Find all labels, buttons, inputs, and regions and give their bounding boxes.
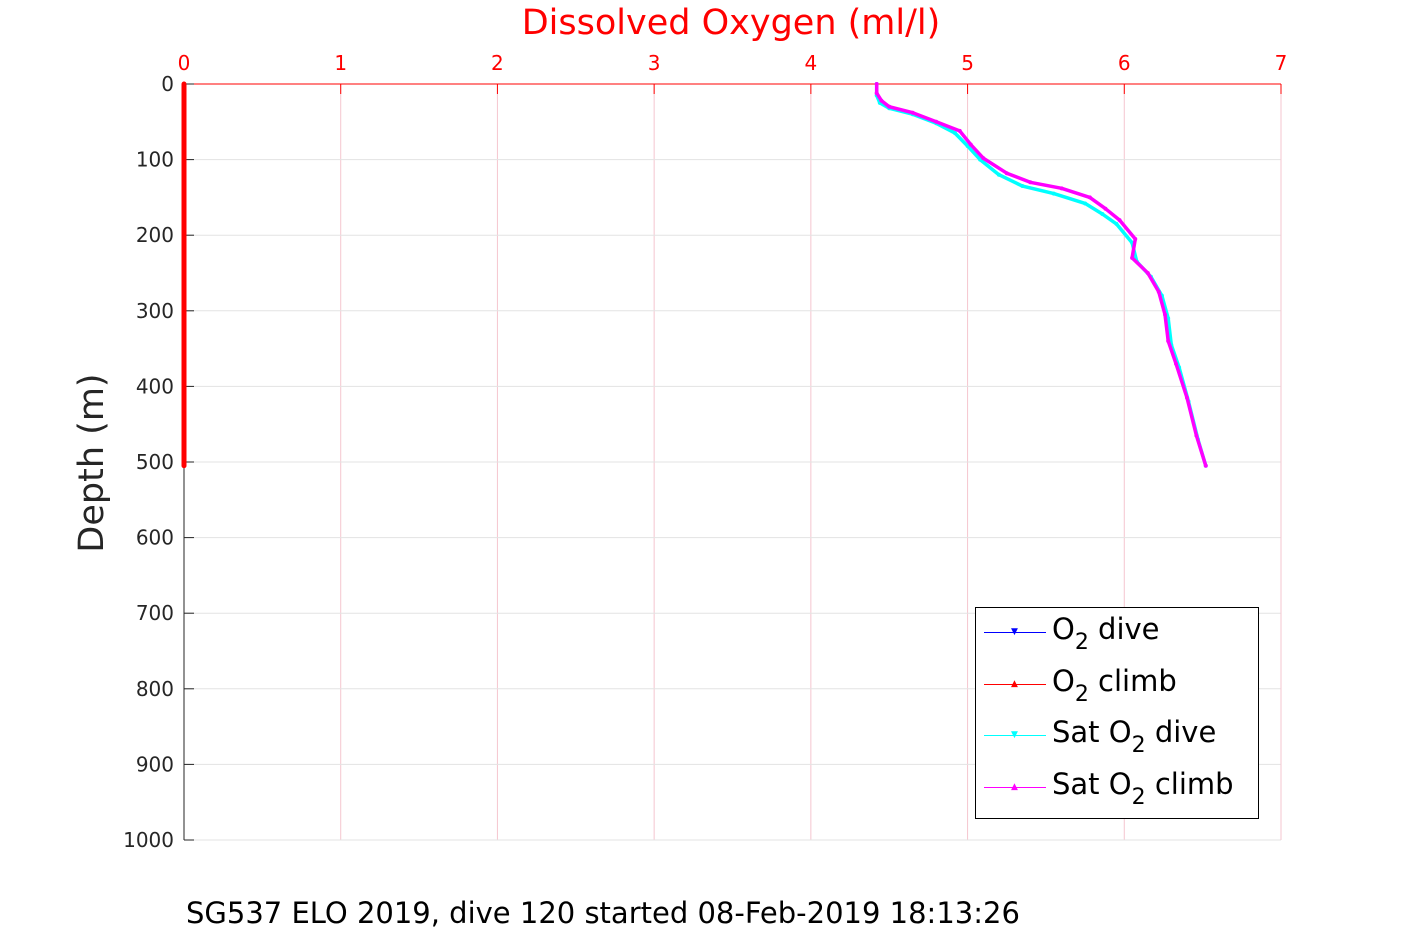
legend-label: O2 climb [1052,664,1177,707]
data-point [981,156,986,161]
data-point [1020,184,1025,189]
x-tick-label: 4 [804,51,817,75]
data-point [1059,186,1064,191]
x-tick-label: 3 [648,51,661,75]
y-tick-label: 100 [136,148,174,172]
legend-item-sat-o2-dive: ▼ Sat O2 dive [976,711,1258,761]
data-point [181,157,187,163]
data-point [934,119,939,124]
data-point [1083,201,1088,206]
x-tick-label: 1 [334,51,347,75]
legend: ▼ O2 dive ▲ O2 climb ▼ Sat O2 dive ▲ Sat… [975,607,1259,819]
axes: 0 1 2 3 4 5 6 7 0 100 200 300 400 500 600 700 800 900 1000 [123,51,1287,852]
legend-marker: ▲ [1011,679,1018,689]
data-point [1051,191,1056,196]
data-point [1028,180,1033,185]
data-point [1194,433,1199,438]
data-point [1166,339,1171,344]
legend-swatch [984,684,1046,685]
chart-title: Dissolved Oxygen (ml/l) [522,3,941,43]
y-tick-label: 900 [136,752,174,776]
y-tick-label: 400 [136,374,174,398]
y-axis-label: Depth (m) [72,373,112,552]
legend-label: O2 dive [1052,612,1160,655]
data-point [1156,289,1161,294]
legend-marker: ▲ [1011,782,1018,792]
data-point [1133,236,1138,241]
data-point [874,91,879,96]
y-tick-label: 1000 [123,828,174,852]
x-tick-label: 7 [1275,51,1288,75]
data-point [968,142,973,147]
data-point [879,98,884,103]
x-tick-label: 0 [178,51,191,75]
data-point [1203,463,1208,468]
data-point [887,104,892,109]
data-point [181,383,187,389]
x-tick-label: 6 [1118,51,1131,75]
y-tick-label: 0 [161,72,174,96]
data-point [996,172,1001,177]
y-tick-label: 300 [136,299,174,323]
data-point [181,463,187,469]
data-point [1117,218,1122,223]
legend-label: Sat O2 climb [1052,767,1234,810]
data-point [957,128,962,133]
legend-marker: ▼ [1011,627,1018,637]
legend-label: Sat O2 dive [1052,715,1217,758]
y-tick-label: 200 [136,223,174,247]
legend-swatch [984,632,1046,633]
data-point [978,157,983,162]
x-tick-label: 2 [491,51,504,75]
data-point [1130,255,1135,260]
data-point [1174,361,1179,366]
data-point [181,308,187,314]
legend-marker: ▼ [1011,730,1018,740]
series-line-sat-o2-dive [874,84,1208,467]
y-tick-label: 700 [136,601,174,625]
y-tick-label: 800 [136,677,174,701]
data-point [953,131,958,136]
series [181,81,1208,469]
data-point [1114,221,1119,226]
data-point [1100,212,1105,217]
series-line-sat-o2-climb [874,84,1208,467]
y-tick-label: 600 [136,526,174,550]
dive-caption: SG537 ELO 2019, dive 120 started 08-Feb-… [186,896,1020,930]
data-point [1184,395,1189,400]
data-point [1163,312,1168,317]
legend-swatch [984,787,1046,788]
data-point [1103,206,1108,211]
data-point [181,232,187,238]
data-point [1145,271,1150,275]
legend-swatch [984,735,1046,736]
y-tick-label: 500 [136,450,174,474]
data-point [965,143,970,148]
data-point [181,81,187,87]
data-point [874,82,879,86]
data-point [910,110,915,115]
legend-item-o2-climb: ▲ O2 climb [976,660,1258,710]
data-point [1004,171,1009,176]
legend-item-sat-o2-climb: ▲ Sat O2 climb [976,763,1258,813]
x-tick-label: 5 [961,51,974,75]
legend-item-o2-dive: ▼ O2 dive [976,608,1258,658]
data-point [1087,195,1092,200]
